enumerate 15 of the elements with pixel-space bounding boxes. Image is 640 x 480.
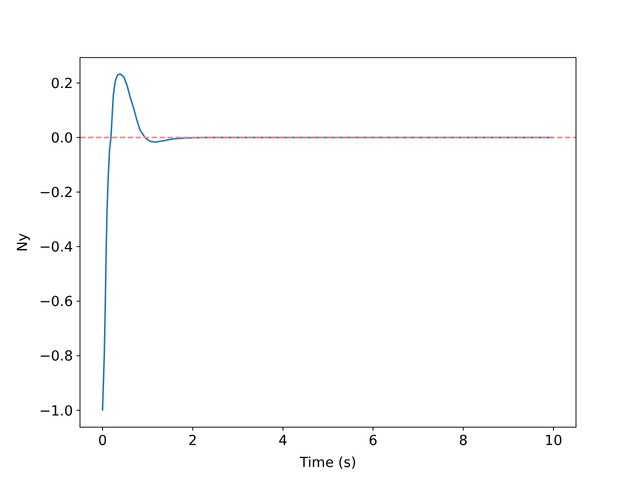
x-tick-label: 6: [368, 432, 378, 449]
x-tick-label: 0: [98, 432, 107, 449]
y-tick-label: −0.4: [39, 240, 74, 256]
y-tick-label: 0.2: [50, 76, 73, 92]
y-tick-label: −0.8: [39, 348, 73, 365]
x-axis-title: Time (s): [298, 455, 356, 472]
y-tick-label: 0.0: [50, 130, 73, 147]
y-tick-label: −0.6: [39, 294, 73, 310]
x-tick-label: 2: [188, 432, 198, 449]
x-tick-label: 4: [278, 432, 288, 449]
y-tick-label: −1.0: [39, 403, 73, 420]
x-tick-label: 8: [458, 432, 468, 449]
x-tick-label: 10: [544, 432, 562, 449]
y-axis-title: Ny: [15, 233, 31, 252]
y-tick-label: −0.2: [39, 185, 73, 202]
